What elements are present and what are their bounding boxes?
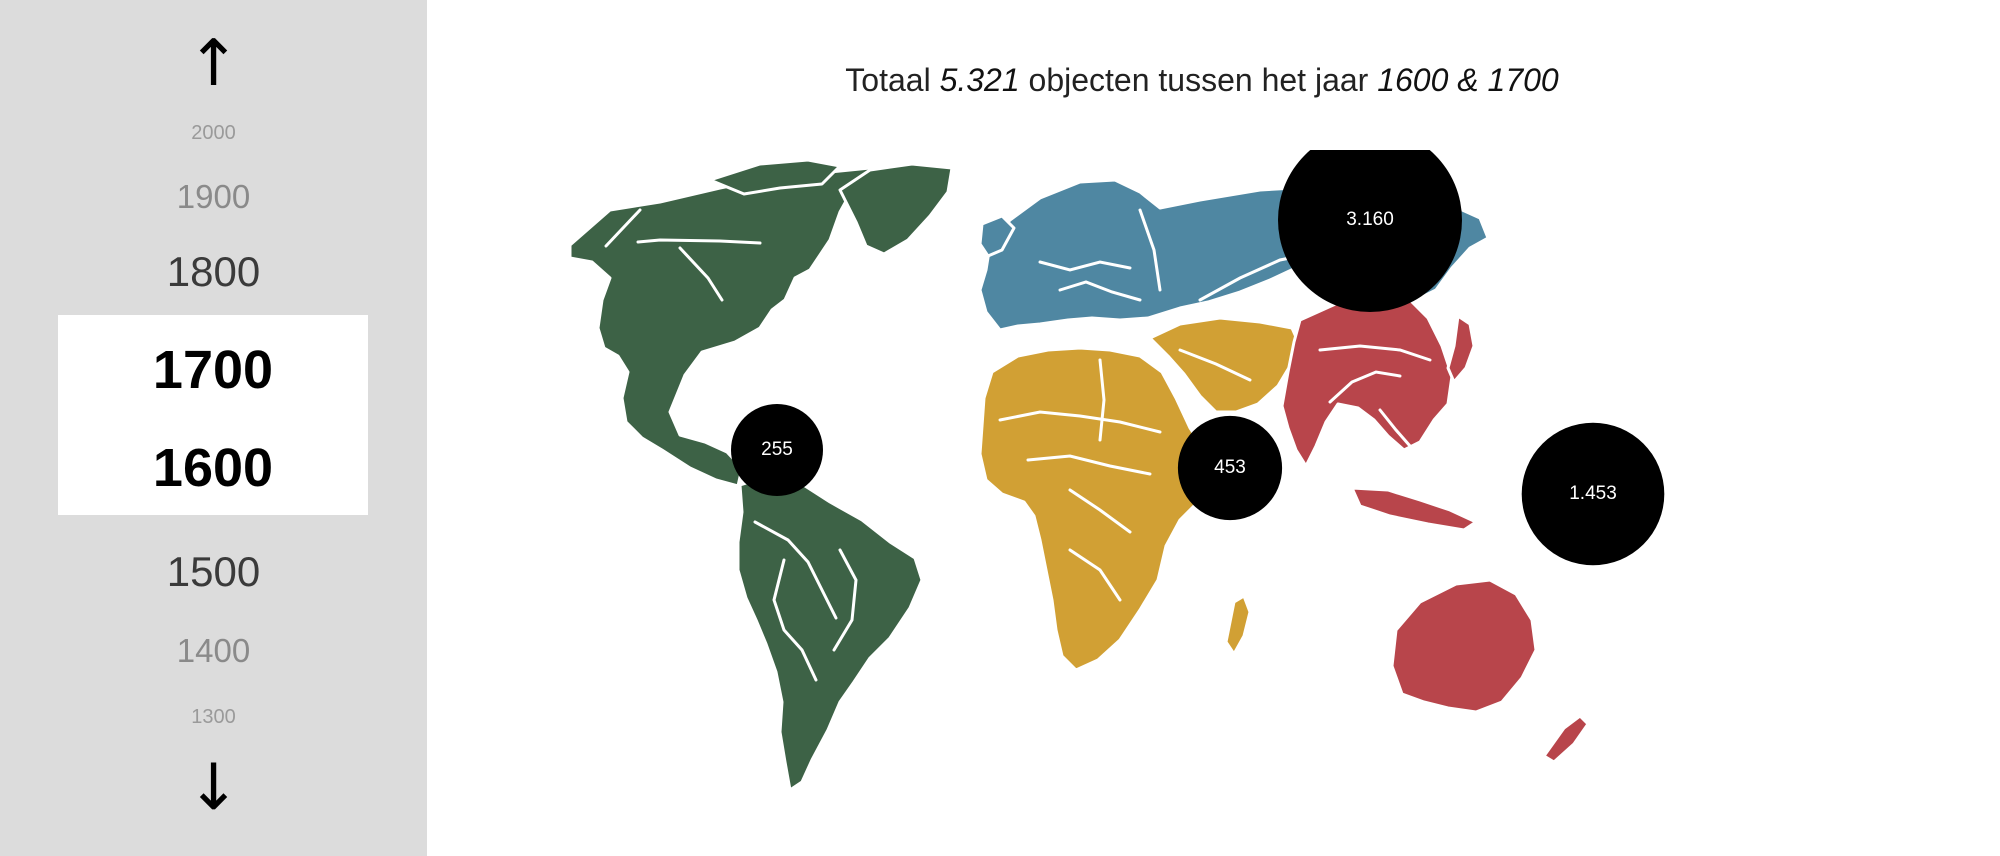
region-americas[interactable] xyxy=(568,158,954,792)
selected-end-year[interactable]: 1700 xyxy=(152,340,274,400)
south-america-shape[interactable] xyxy=(736,473,924,792)
timeline-year-2000[interactable]: 2000 xyxy=(191,122,236,144)
timeline-year-1500[interactable]: 1500 xyxy=(166,548,261,595)
timeline-year-1400[interactable]: 1400 xyxy=(176,632,251,669)
timeline-year-1900[interactable]: 1900 xyxy=(176,178,251,215)
timeline-year-1800[interactable]: 1800 xyxy=(166,248,261,295)
title-middle: objecten tussen het jaar xyxy=(1019,62,1378,98)
greenland-shape[interactable] xyxy=(838,162,954,256)
region-africa-middle-east[interactable] xyxy=(978,316,1302,672)
north-america-shape[interactable] xyxy=(568,166,882,488)
selected-start-year[interactable]: 1600 xyxy=(152,438,274,498)
madagascar-shape[interactable] xyxy=(1224,594,1252,656)
indonesia-shape[interactable] xyxy=(1350,486,1478,532)
bubble-asia-oceania[interactable] xyxy=(1521,422,1665,566)
canada-islands-shape[interactable] xyxy=(708,158,842,196)
arrow-up-icon[interactable]: ↑ xyxy=(186,27,241,101)
region-asia-oceania[interactable] xyxy=(1280,294,1590,764)
timeline-sidebar: ↑ 2000 1900 1800 1700 1600 1500 1400 130… xyxy=(0,0,427,856)
iceland-uk-shape[interactable] xyxy=(978,214,1016,258)
middle-east-shape[interactable] xyxy=(1148,316,1302,414)
bubble-americas[interactable] xyxy=(731,404,823,496)
title-prefix: Totaal xyxy=(845,62,940,98)
page-title: Totaal 5.321 objecten tussen het jaar 16… xyxy=(427,62,1977,99)
title-year-range: 1600 & 1700 xyxy=(1377,62,1559,98)
asia-shape[interactable] xyxy=(1280,294,1454,468)
new-zealand-shape[interactable] xyxy=(1542,714,1590,764)
australia-shape[interactable] xyxy=(1390,578,1538,714)
selected-year-range[interactable]: 1700 1600 xyxy=(58,315,368,515)
total-objects-count: 5.321 xyxy=(939,62,1020,98)
japan-shape[interactable] xyxy=(1446,314,1476,384)
arrow-down-icon[interactable]: ↓ xyxy=(186,751,241,825)
bubble-europe-north-asia[interactable] xyxy=(1278,150,1462,312)
bubble-africa-middle-east[interactable] xyxy=(1177,415,1283,521)
timeline-year-1300[interactable]: 1300 xyxy=(191,706,236,728)
